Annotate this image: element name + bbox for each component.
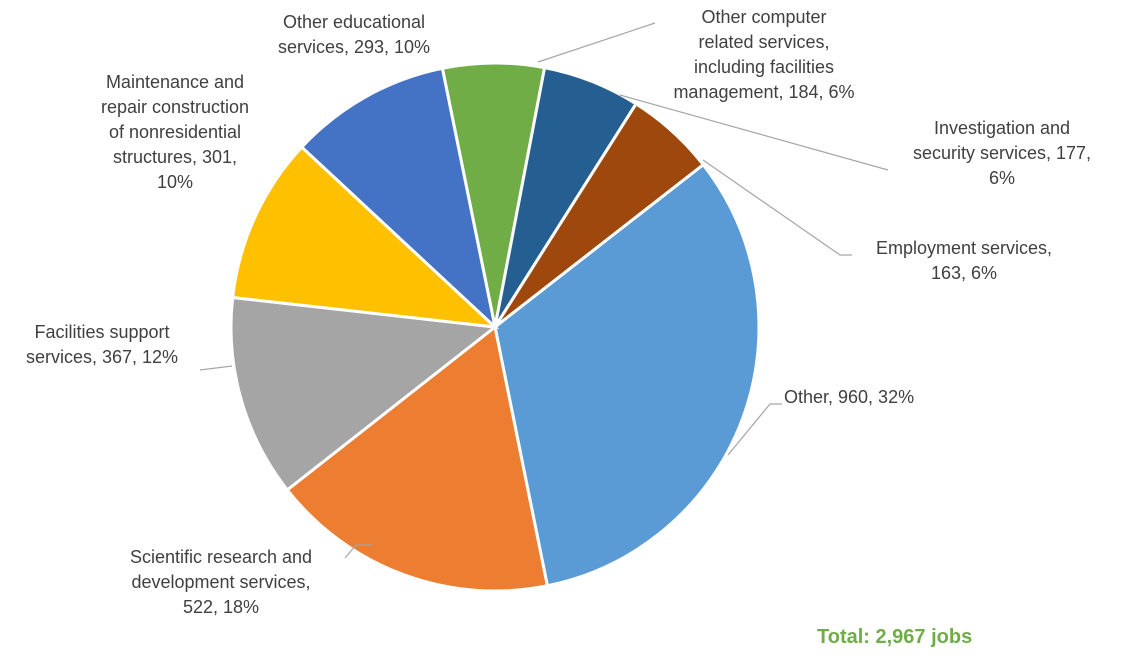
data-label-line: development services, [131,572,311,592]
data-label-employment-services: Employment services, 163, 6% [854,236,1074,286]
data-label-line: structures, 301, [112,147,238,167]
data-label-line: 6% [988,168,1015,188]
pie-slice-scientific-research-and-development-services [285,324,550,593]
leader-line [727,403,782,456]
leader-line [344,544,372,559]
data-label-line: Other computer [701,7,827,27]
data-label-line: related services, [698,32,830,52]
leader-line [537,22,656,63]
data-label-line: services, 293, 10% [277,37,431,57]
data-label-maintenance-and-repair-construction-of-nonresidential-structures: Maintenance and repair construction of non… [66,70,284,195]
data-label-line: services, 367, 12% [25,347,179,367]
data-label-other-computer-related-services-including-facilities-management: Other computer related services, including… [650,5,878,105]
data-label-other: Other, 960, 32% [784,385,984,410]
leader-line [702,159,852,256]
data-label-line: repair construction [100,97,250,117]
data-label-line: including facilities [693,57,835,77]
data-label-line: Scientific research and [129,547,313,567]
data-label-line: Investigation and [933,118,1071,138]
data-label-line: Maintenance and [105,72,245,92]
data-label-line: security services, 177, [912,143,1092,163]
data-label-scientific-research-and-development-services: Scientific research and development servi… [106,545,336,620]
data-label-line: Employment services, [875,238,1053,258]
data-label-line: of nonresidential [108,122,242,142]
data-label-line: Other educational [282,12,426,32]
pie-slice-facilities-support-services [229,295,499,493]
leader-line [199,365,233,371]
total-jobs-label: Total: 2,967 jobs [817,626,973,648]
data-label-line: 10% [156,172,194,192]
pie-slice-other-educational-services [299,66,498,332]
data-label-investigation-and-security-services: Investigation and security services, 177,… [888,116,1116,191]
data-label-line: 163, 6% [930,263,998,283]
data-label-line: Other, 960, 32% [784,387,915,407]
data-label-other-educational-services: Other educational services, 293, 10% [260,10,448,60]
pie-slice-other [493,162,761,588]
leader-line [619,94,889,171]
data-label-facilities-support-services: Facilities support services, 367, 12% [4,320,200,370]
data-label-line: management, 184, 6% [673,82,855,102]
pie-slice-maintenance-and-repair-construction-of-nonresidential-structures [231,144,500,329]
data-label-line: 522, 18% [182,597,260,617]
data-label-line: Facilities support [34,322,170,342]
